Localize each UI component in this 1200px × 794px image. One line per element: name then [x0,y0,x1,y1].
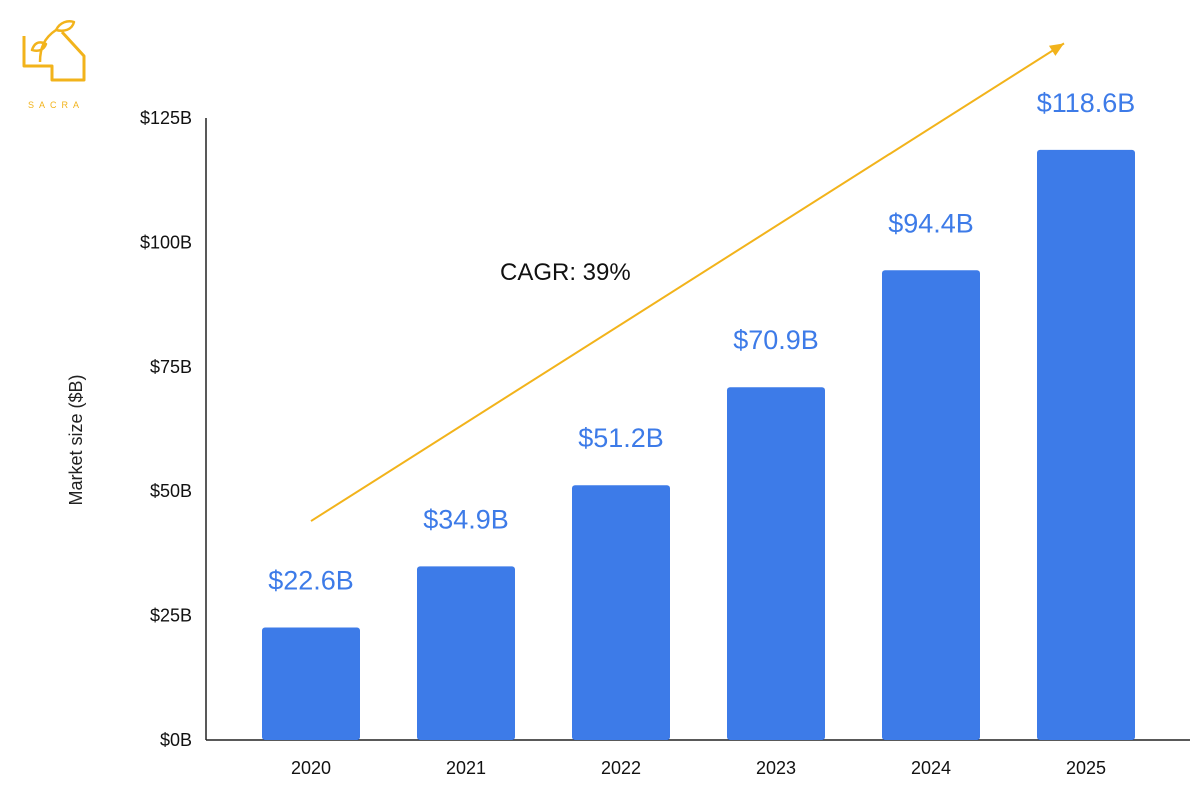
logo-wordmark: SACRA [27,100,84,110]
cagr-arrow [310,42,1065,522]
y-tick-label: $75B [150,357,192,377]
bar-2024 [882,270,980,740]
y-tick-label: $50B [150,481,192,501]
data-label: $70.9B [733,325,819,355]
chart-bars [262,149,1135,740]
data-label: $34.9B [423,504,509,534]
logo-sprout [30,20,76,63]
sacra-logo [22,20,86,82]
y-tick-label: $100B [140,232,192,252]
bar-2020 [262,627,360,740]
x-tick-label: 2021 [446,758,486,778]
data-label: $22.6B [268,566,354,596]
y-tick-label: $25B [150,606,192,626]
data-label: $94.4B [888,208,974,238]
x-tick-label: 2023 [756,758,796,778]
bar-2022 [572,485,670,740]
y-tick-label: $125B [140,108,192,128]
data-label: $51.2B [578,423,664,453]
bar-2021 [417,566,515,740]
x-tick-label: 2024 [911,758,951,778]
data-label: $118.6B [1037,88,1136,118]
x-tick-label: 2022 [601,758,641,778]
chart-labels: $22.6B 2020 $34.9B 2021 $51.2B 2022 $70.9B 2023… [268,88,1135,778]
y-axis-label: Market size ($B) [66,374,86,505]
bar-2023 [727,387,825,740]
chart-axes: $0B $25B $50B $75B $100B $125B [140,108,1190,750]
x-tick-label: 2020 [291,758,331,778]
x-tick-label: 2025 [1066,758,1106,778]
logo-house-outline [22,30,86,82]
cagr-arrow-head [1048,43,1064,56]
cagr-arrow-line [310,42,1065,522]
y-tick-label: $0B [160,730,192,750]
cagr-annotation: CAGR: 39% [500,259,631,286]
bar-2025 [1037,149,1135,740]
